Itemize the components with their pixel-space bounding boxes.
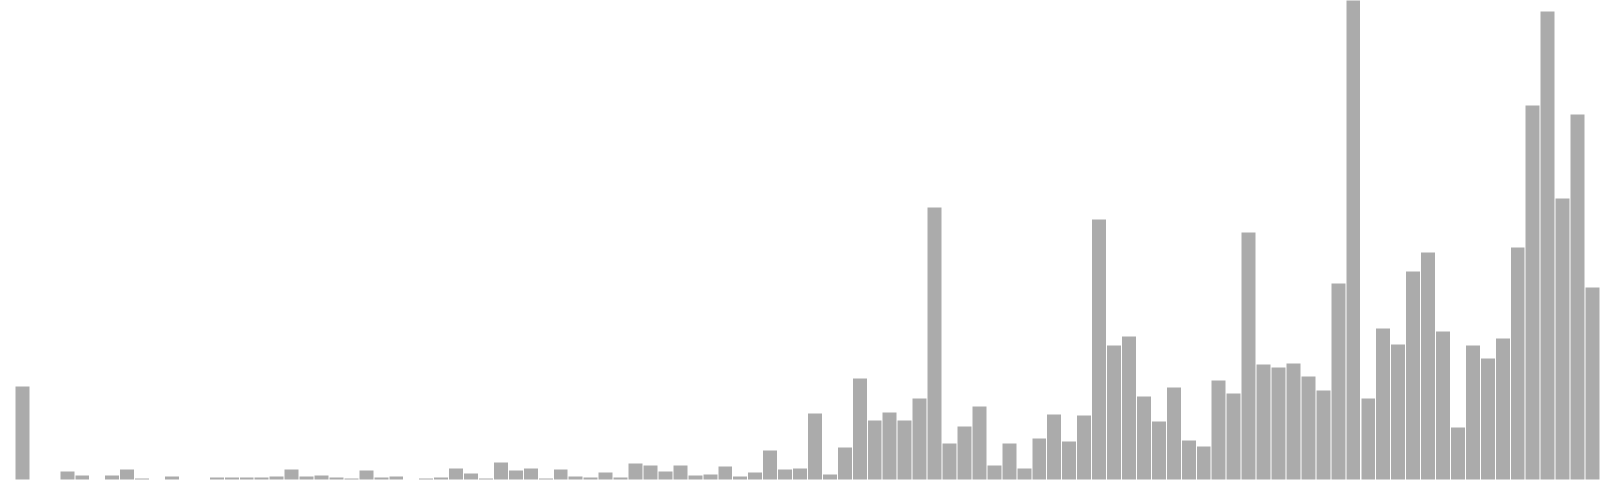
bar-92 (1375, 327, 1392, 480)
bar-8 (119, 468, 136, 480)
bar-31 (463, 472, 479, 480)
bar-69 (1031, 437, 1048, 480)
bar-42 (627, 462, 644, 480)
bar-47 (702, 473, 719, 480)
bar-11 (163, 475, 180, 480)
bar-73 (1091, 218, 1108, 480)
bar-94 (1405, 270, 1422, 480)
bar-52 (777, 468, 794, 480)
bar-53 (792, 467, 808, 480)
bar-86 (1285, 362, 1302, 480)
bar-59 (881, 411, 898, 480)
bar-104 (1554, 197, 1571, 480)
bar-24 (358, 469, 375, 480)
bar-58 (866, 419, 883, 480)
bar-103 (1539, 10, 1556, 480)
bar-40 (597, 471, 614, 480)
bar-90 (1345, 0, 1362, 480)
bar-26 (388, 475, 405, 480)
bar-50 (747, 471, 764, 480)
bar-48 (717, 465, 734, 480)
bar-20 (298, 475, 315, 480)
bar-101 (1509, 246, 1526, 480)
bar-91 (1360, 397, 1377, 480)
bar-1 (14, 385, 31, 480)
bar-45 (672, 464, 689, 480)
bar-64 (956, 425, 973, 480)
bar-67 (1001, 442, 1018, 480)
bar-70 (1046, 413, 1063, 480)
bar-83 (1240, 231, 1257, 480)
bar-49 (732, 475, 749, 480)
bar-63 (941, 442, 958, 480)
bar-43 (642, 464, 659, 480)
bar-62 (926, 206, 943, 480)
bar-93 (1390, 343, 1407, 480)
bar-34 (507, 469, 524, 480)
bar-99 (1479, 357, 1496, 480)
bar-21 (313, 474, 330, 480)
bar-84 (1255, 363, 1272, 480)
bar-106 (1584, 286, 1600, 480)
bar-98 (1464, 344, 1481, 480)
bar-88 (1315, 389, 1332, 480)
bar-44 (657, 470, 674, 480)
bar-4 (59, 470, 76, 480)
bar-5 (74, 474, 91, 480)
bar-71 (1061, 440, 1078, 480)
bar-87 (1300, 375, 1317, 480)
bar-105 (1569, 113, 1586, 480)
bar-97 (1449, 426, 1466, 480)
bar-76 (1135, 395, 1152, 480)
bar-18 (268, 475, 285, 480)
bar-38 (567, 475, 584, 480)
bar-80 (1195, 445, 1212, 480)
bar-60 (896, 419, 913, 480)
bar-33 (492, 461, 509, 480)
bar-95 (1420, 251, 1437, 480)
bar-19 (283, 468, 300, 480)
bar-55 (821, 473, 838, 480)
bar-66 (986, 464, 1003, 480)
bar-74 (1106, 344, 1122, 480)
bar-54 (806, 412, 823, 480)
bars-group (14, 0, 1600, 480)
bar-72 (1076, 414, 1093, 480)
bar-75 (1121, 335, 1137, 480)
bar-79 (1180, 439, 1197, 480)
bar-57 (851, 377, 868, 480)
bar-81 (1210, 379, 1227, 480)
bar-65 (971, 405, 988, 480)
bar-51 (762, 449, 779, 480)
bar-78 (1165, 386, 1182, 480)
bar-77 (1150, 420, 1167, 480)
bar-61 (911, 397, 928, 480)
bar-82 (1225, 392, 1242, 480)
bar-89 (1330, 282, 1347, 480)
bar-30 (448, 467, 465, 480)
bar-56 (836, 446, 853, 480)
bar-102 (1524, 104, 1541, 480)
bar-85 (1270, 366, 1287, 480)
bar-46 (687, 474, 704, 480)
bar-37 (552, 468, 569, 480)
bar-68 (1016, 467, 1033, 480)
bar-7 (104, 474, 121, 480)
bar-100 (1494, 337, 1511, 480)
bar-35 (522, 467, 539, 480)
bar-96 (1435, 330, 1451, 480)
